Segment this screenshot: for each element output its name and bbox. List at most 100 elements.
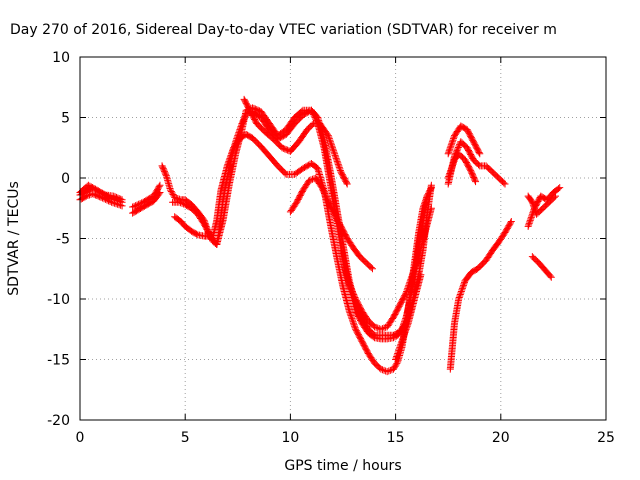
data-point — [392, 356, 400, 363]
x-axis-label: GPS time / hours — [284, 458, 401, 474]
data-point — [333, 156, 341, 164]
data-point — [308, 108, 316, 116]
data-point — [323, 130, 331, 138]
data-point — [322, 192, 330, 200]
data-point — [408, 271, 416, 279]
data-point — [403, 287, 411, 295]
data-point — [449, 135, 457, 143]
series-14 — [446, 218, 515, 373]
data-point — [166, 186, 174, 194]
data-point — [156, 189, 164, 197]
data-point — [450, 133, 458, 141]
data-point — [377, 325, 385, 333]
series-5 — [129, 189, 164, 217]
data-point — [109, 199, 117, 207]
data-point — [546, 272, 554, 280]
data-point — [404, 321, 412, 329]
chart-title: Day 270 of 2016, Sidereal Day-to-day VTE… — [10, 22, 557, 38]
data-point — [343, 180, 351, 188]
data-point — [319, 185, 327, 193]
data-point — [335, 163, 343, 171]
data-point — [84, 192, 92, 200]
data-point — [449, 160, 457, 168]
data-point — [319, 187, 327, 195]
data-point — [347, 283, 355, 291]
data-point — [180, 200, 188, 208]
data-point — [422, 195, 430, 203]
data-point — [117, 201, 125, 209]
data-point — [507, 219, 515, 227]
data-point — [392, 354, 400, 362]
data-point — [405, 280, 413, 288]
data-point — [348, 288, 356, 296]
data-point — [402, 325, 410, 333]
data-point — [398, 336, 406, 344]
data-point — [322, 194, 330, 202]
data-point — [410, 266, 418, 274]
data-point — [455, 295, 463, 303]
data-point — [327, 141, 335, 149]
data-point — [347, 313, 355, 321]
data-point — [406, 278, 414, 286]
data-point — [309, 109, 317, 117]
data-point — [348, 315, 356, 323]
data-point — [156, 181, 164, 189]
data-point — [112, 200, 120, 208]
series-17 — [528, 253, 555, 281]
data-point — [225, 156, 233, 164]
data-point — [100, 190, 108, 198]
data-point — [456, 290, 464, 298]
data-point — [396, 343, 404, 351]
data-point — [458, 284, 466, 292]
data-point — [345, 307, 353, 315]
data-point — [298, 107, 306, 115]
data-point — [527, 215, 535, 223]
data-point — [308, 121, 316, 129]
data-point — [348, 316, 356, 324]
data-point — [419, 204, 427, 212]
data-point — [162, 170, 170, 178]
data-point — [367, 264, 375, 272]
data-point — [326, 138, 334, 146]
data-point — [331, 151, 339, 159]
data-point — [529, 200, 537, 208]
data-point — [472, 178, 480, 186]
data-point — [135, 200, 143, 208]
data-point — [417, 271, 425, 279]
data-point — [404, 283, 412, 291]
data-point — [400, 331, 408, 339]
data-point — [393, 351, 401, 359]
grid — [80, 57, 606, 420]
data-point — [224, 160, 232, 168]
plot-frame — [79, 56, 607, 421]
data-point — [401, 290, 409, 298]
data-point — [227, 150, 235, 158]
data-point — [175, 198, 183, 206]
data-point — [459, 283, 467, 291]
data-point — [414, 256, 422, 264]
data-point — [332, 153, 340, 161]
data-point — [129, 203, 137, 211]
data-point — [446, 168, 454, 176]
series-19 — [392, 271, 425, 363]
y-axis-label: SDTVAR / TECUs — [6, 181, 22, 296]
data-point — [447, 165, 455, 173]
data-point — [447, 141, 455, 149]
data-point — [229, 147, 237, 155]
data-point — [386, 366, 394, 374]
series-2 — [76, 190, 126, 210]
data-point — [399, 333, 407, 341]
data-point — [346, 310, 354, 318]
data-point — [335, 162, 343, 170]
data-point — [390, 364, 398, 372]
y-tick-label: -10 — [47, 292, 70, 308]
data-point — [114, 200, 122, 208]
data-point — [81, 193, 89, 201]
data-point — [413, 257, 421, 265]
data-point — [407, 274, 415, 282]
data-point — [393, 352, 401, 360]
data-point — [176, 199, 184, 207]
data-point — [554, 185, 562, 193]
data-point — [393, 359, 401, 367]
y-tick-label: -20 — [47, 413, 70, 429]
